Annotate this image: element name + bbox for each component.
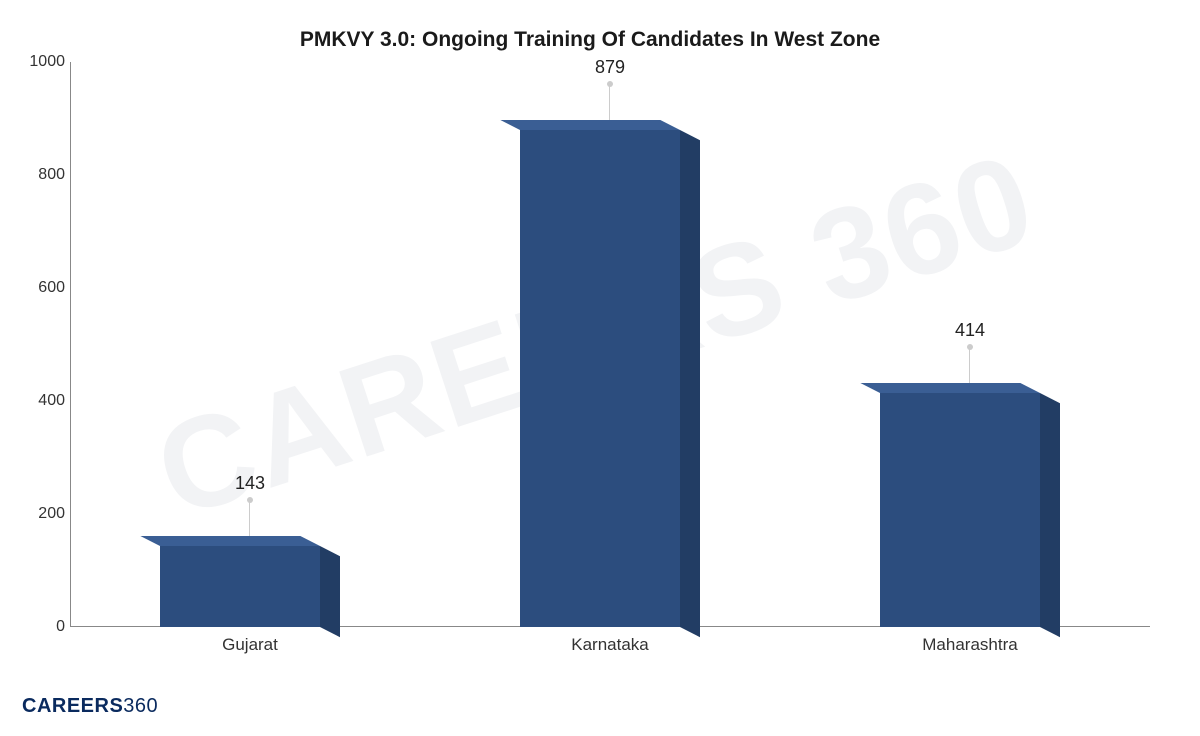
footer-logo-main: CAREERS <box>22 695 123 717</box>
bar-top-face <box>860 383 1040 393</box>
bars-row: 143879414 <box>70 62 1150 627</box>
y-tick-label: 0 <box>20 618 65 636</box>
x-axis-labels: GujaratKarnatakaMaharashtra <box>70 635 1150 655</box>
bar-group: 414 <box>790 320 1150 627</box>
bar-pin-dot <box>607 81 613 87</box>
bar-pin <box>249 500 250 536</box>
bar-value-label: 414 <box>955 320 985 341</box>
y-tick-label: 1000 <box>20 53 65 71</box>
y-tick-label: 400 <box>20 392 65 410</box>
bar-pin <box>969 347 970 383</box>
footer-logo: CAREERS360 <box>22 695 158 718</box>
bar-front-face <box>160 546 320 627</box>
y-tick-label: 200 <box>20 505 65 523</box>
bar-front-face <box>520 130 680 627</box>
y-tick-label: 800 <box>20 166 65 184</box>
bar <box>880 383 1060 627</box>
bar-side-face <box>680 130 700 637</box>
bar <box>520 120 700 627</box>
bar-group: 879 <box>430 57 790 627</box>
bar-value-label: 143 <box>235 473 265 494</box>
bar-pin <box>609 84 610 120</box>
y-tick-label: 600 <box>20 279 65 297</box>
bar-top-face <box>500 120 680 130</box>
plot-area: 02004006008001000 143879414 GujaratKarna… <box>70 62 1150 647</box>
x-tick-label: Maharashtra <box>790 635 1150 655</box>
bar-side-face <box>1040 393 1060 637</box>
bar <box>160 536 340 627</box>
bar-pin-dot <box>967 344 973 350</box>
bar-group: 143 <box>70 473 430 627</box>
bar-value-label: 879 <box>595 57 625 78</box>
bar-side-face <box>320 546 340 637</box>
y-axis: 02004006008001000 <box>20 62 65 627</box>
bar-front-face <box>880 393 1040 627</box>
x-tick-label: Gujarat <box>70 635 430 655</box>
footer-logo-sub: 360 <box>123 695 158 717</box>
chart-title: PMKVY 3.0: Ongoing Training Of Candidate… <box>10 28 1170 52</box>
chart-container: CAREERS 360 PMKVY 3.0: Ongoing Training … <box>0 0 1200 736</box>
x-tick-label: Karnataka <box>430 635 790 655</box>
bar-top-face <box>140 536 320 546</box>
bar-pin-dot <box>247 497 253 503</box>
